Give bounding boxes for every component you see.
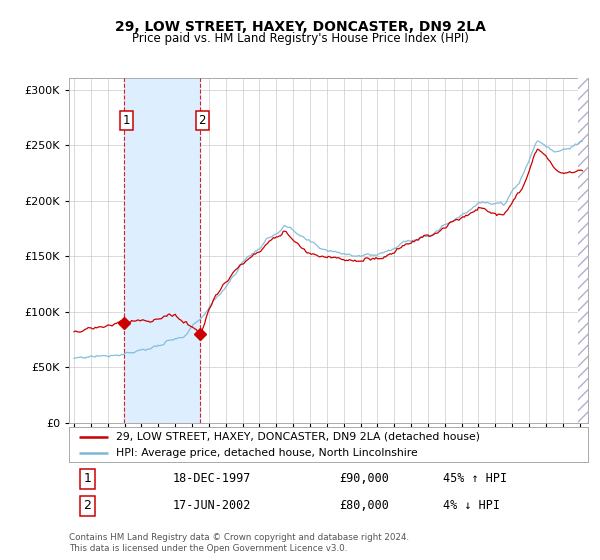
Text: Price paid vs. HM Land Registry's House Price Index (HPI): Price paid vs. HM Land Registry's House … <box>131 32 469 45</box>
Text: 18-DEC-1997: 18-DEC-1997 <box>173 473 251 486</box>
Bar <box>578 78 588 423</box>
Text: 1: 1 <box>83 473 91 486</box>
Text: 2: 2 <box>199 114 206 127</box>
Text: This data is licensed under the Open Government Licence v3.0.: This data is licensed under the Open Gov… <box>69 544 347 553</box>
Text: HPI: Average price, detached house, North Lincolnshire: HPI: Average price, detached house, Nort… <box>116 447 418 458</box>
Bar <box>578 78 588 423</box>
Text: £80,000: £80,000 <box>339 500 389 512</box>
Text: 1: 1 <box>123 114 130 127</box>
Text: 45% ↑ HPI: 45% ↑ HPI <box>443 473 507 486</box>
Text: 4% ↓ HPI: 4% ↓ HPI <box>443 500 500 512</box>
Text: 2: 2 <box>83 500 91 512</box>
Text: 29, LOW STREET, HAXEY, DONCASTER, DN9 2LA: 29, LOW STREET, HAXEY, DONCASTER, DN9 2L… <box>115 20 485 34</box>
Text: Contains HM Land Registry data © Crown copyright and database right 2024.: Contains HM Land Registry data © Crown c… <box>69 533 409 542</box>
Text: 29, LOW STREET, HAXEY, DONCASTER, DN9 2LA (detached house): 29, LOW STREET, HAXEY, DONCASTER, DN9 2L… <box>116 432 480 442</box>
Bar <box>124 78 200 423</box>
Text: £90,000: £90,000 <box>339 473 389 486</box>
Text: 17-JUN-2002: 17-JUN-2002 <box>173 500 251 512</box>
